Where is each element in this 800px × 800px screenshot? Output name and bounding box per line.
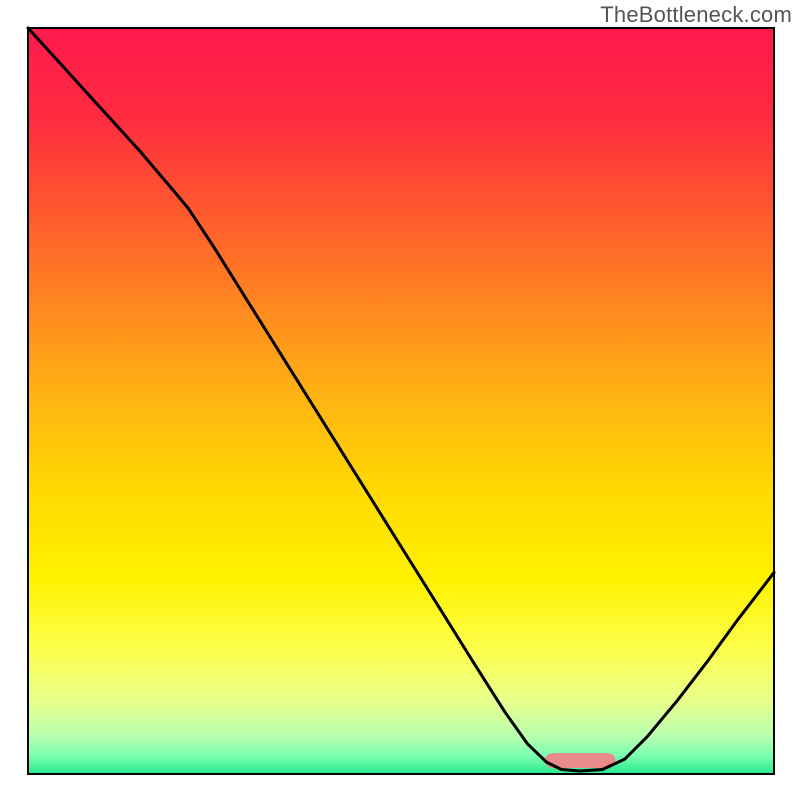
plot-background	[28, 28, 774, 774]
bottleneck-chart	[0, 0, 800, 800]
